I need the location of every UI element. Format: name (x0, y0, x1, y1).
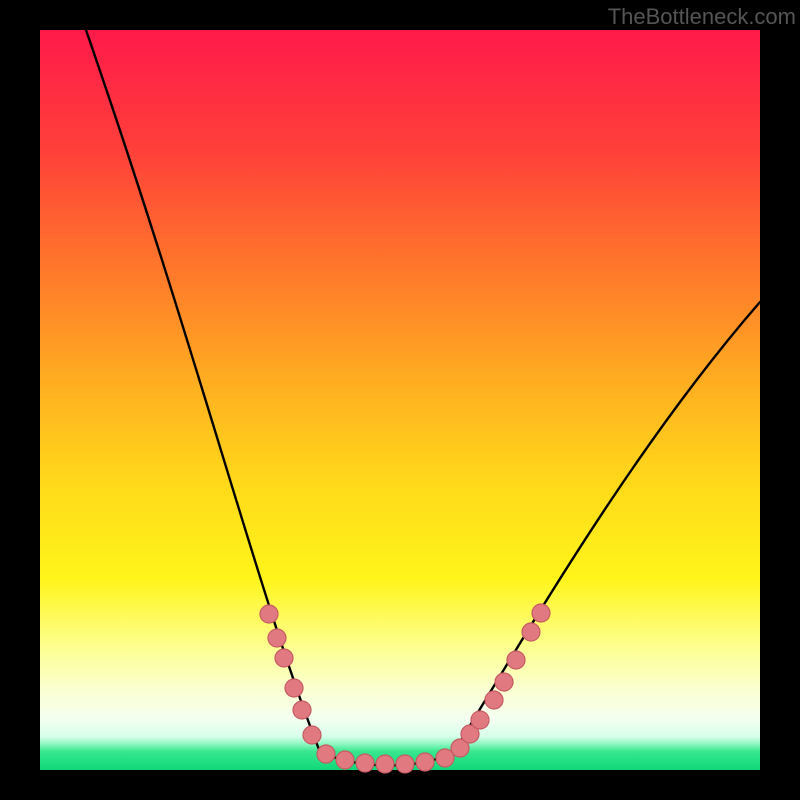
data-marker (522, 623, 540, 641)
data-marker (275, 649, 293, 667)
data-marker (317, 745, 335, 763)
data-marker (260, 605, 278, 623)
data-marker (485, 691, 503, 709)
figure-root: TheBottleneck.com (0, 0, 800, 800)
data-marker (336, 751, 354, 769)
bottleneck-chart-svg (0, 0, 800, 800)
data-marker (507, 651, 525, 669)
data-marker (268, 629, 286, 647)
watermark-text: TheBottleneck.com (608, 4, 796, 30)
data-marker (532, 604, 550, 622)
data-marker (376, 755, 394, 773)
data-marker (285, 679, 303, 697)
data-marker (416, 753, 434, 771)
data-marker (495, 673, 513, 691)
plot-area (40, 30, 760, 770)
data-marker (293, 701, 311, 719)
data-marker (303, 726, 321, 744)
data-marker (356, 754, 374, 772)
data-marker (471, 711, 489, 729)
data-marker (396, 755, 414, 773)
